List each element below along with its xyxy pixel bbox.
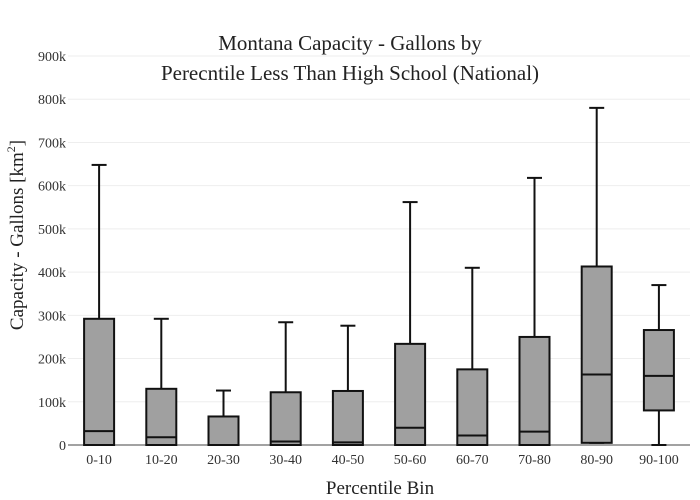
- box-iqr: [331, 389, 364, 447]
- y-axis-title-end: ]: [7, 140, 28, 146]
- box-iqr: [580, 265, 613, 444]
- chart-title-line-2: Perecntile Less Than High School (Nation…: [161, 61, 539, 85]
- y-tick-label: 0: [59, 439, 66, 454]
- y-tick-label: 400k: [38, 266, 66, 281]
- box-20-30: [207, 389, 240, 446]
- box-30-40: [269, 321, 302, 446]
- y-tick-label: 100k: [38, 396, 66, 411]
- box-iqr: [518, 335, 551, 447]
- x-axis-title: Percentile Bin: [326, 478, 435, 499]
- box-iqr: [145, 387, 178, 446]
- box-60-70: [456, 266, 489, 446]
- box-iqr: [207, 415, 240, 446]
- x-tick-label: 50-60: [394, 453, 427, 468]
- y-tick-label: 600k: [38, 180, 66, 195]
- x-tick-label: 10-20: [145, 453, 178, 468]
- box-70-80: [518, 176, 551, 447]
- y-tick-label: 900k: [38, 50, 66, 65]
- box-iqr: [83, 317, 116, 446]
- y-axis-title: Capacity - Gallons [km2]: [4, 140, 28, 330]
- box-10-20: [145, 317, 178, 446]
- x-tick-label: 40-50: [332, 453, 365, 468]
- x-tick-label: 60-70: [456, 453, 489, 468]
- x-tick-label: 70-80: [518, 453, 551, 468]
- y-axis-title-main: Capacity - Gallons [km: [7, 152, 28, 330]
- y-axis-title-superscript: 2: [4, 146, 18, 152]
- y-tick-label: 200k: [38, 353, 66, 368]
- box-iqr: [269, 391, 302, 446]
- box-iqr: [642, 329, 675, 412]
- x-tick-label: 90-100: [639, 453, 679, 468]
- box-50-60: [394, 201, 427, 446]
- x-tick-label: 30-40: [269, 453, 302, 468]
- box-0-10: [83, 163, 116, 446]
- box-iqr: [394, 342, 427, 446]
- box-40-50: [331, 324, 364, 447]
- box-iqr: [456, 368, 489, 446]
- x-tick-label: 20-30: [207, 453, 240, 468]
- x-axis-ticks: 0-10 10-20 20-30 30-40 40-50 50-60 60-70 70-80 8…: [86, 453, 678, 468]
- boxes: [83, 106, 675, 447]
- y-tick-label: 800k: [38, 93, 66, 108]
- x-tick-label: 0-10: [86, 453, 112, 468]
- chart-title-line-1: Montana Capacity - Gallons by: [218, 31, 482, 55]
- box-80-90: [580, 106, 613, 444]
- y-tick-label: 500k: [38, 223, 66, 238]
- box-90-100: [642, 284, 675, 446]
- x-tick-label: 80-90: [580, 453, 613, 468]
- y-tick-label: 700k: [38, 136, 66, 151]
- y-axis-ticks: 0 100k 200k 300k 400k 500k 600k 700k 800k 900k: [38, 50, 66, 454]
- y-tick-label: 300k: [38, 309, 66, 324]
